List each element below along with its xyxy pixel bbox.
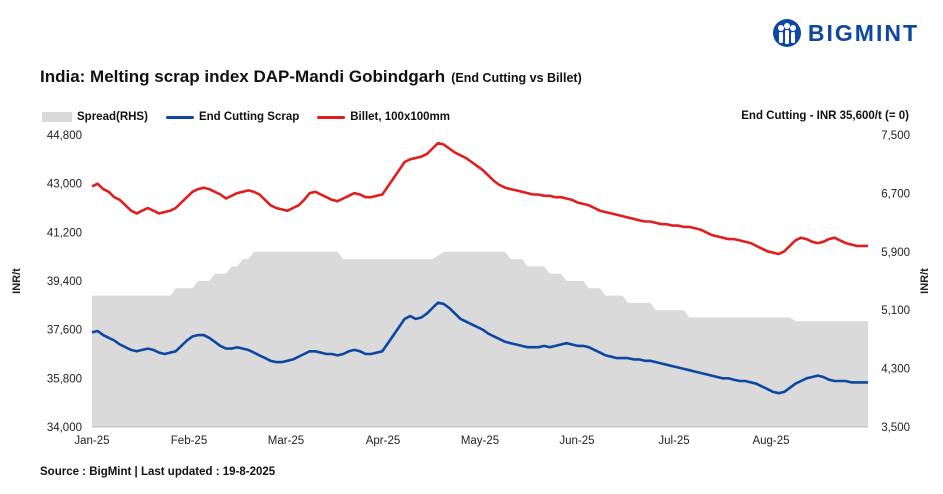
- legend-label-spread: Spread(RHS): [77, 111, 148, 123]
- y-left-tick-0: 34,000: [47, 422, 82, 434]
- x-tick-5: Jun-25: [559, 435, 594, 447]
- legend-swatch-scrap: [165, 115, 194, 119]
- scrap-line: [91, 301, 868, 395]
- legend-label-scrap: End Cutting Scrap: [198, 111, 300, 123]
- brand-name: BIGMINT: [807, 19, 919, 46]
- billet-line: [91, 141, 868, 256]
- brand-logo: BIGMINT: [772, 18, 919, 48]
- x-tick-4: May-25: [461, 435, 499, 447]
- y-right-tick-5: 7,500: [881, 130, 910, 142]
- legend-label-billet: Billet, 100x100mm: [350, 111, 450, 123]
- chart-title: India: Melting scrap index DAP-Mandi Gob…: [40, 67, 582, 87]
- legend-swatch-spread: [42, 112, 72, 122]
- y-right-tick-1: 4,300: [881, 364, 910, 376]
- y-right-tick-3: 5,900: [881, 247, 910, 259]
- x-tick-6: Jul-25: [658, 435, 689, 447]
- legend-item-scrap: End Cutting Scrap: [165, 111, 300, 123]
- x-tick-0: Jan-25: [74, 435, 109, 447]
- x-tick-7: Aug-25: [752, 435, 789, 447]
- x-tick-2: Mar-25: [268, 435, 304, 447]
- legend-swatch-billet: [317, 115, 346, 119]
- bigmint-logo-icon: [772, 19, 801, 47]
- y-right-tick-2: 5,100: [881, 305, 910, 317]
- x-tick-3: Apr-25: [366, 435, 401, 447]
- y-left-tick-3: 39,400: [47, 276, 82, 288]
- y-left-tick-1: 35,800: [47, 373, 82, 385]
- y-right-tick-0: 3,500: [881, 422, 910, 434]
- y-right-tick-4: 6,700: [881, 188, 910, 200]
- y-left-tick-4: 41,200: [47, 227, 82, 239]
- legend-item-billet: Billet, 100x100mm: [317, 111, 450, 123]
- end-cutting-note: End Cutting - INR 35,600/t (= 0): [741, 110, 909, 122]
- y-left-axis-label: INR/t: [11, 268, 23, 294]
- source-note: Source : BigMint | Last updated : 19-8-2…: [40, 466, 276, 478]
- chart-legend: Spread(RHS) End Cutting Scrap Billet, 10…: [42, 111, 468, 123]
- legend-item-spread: Spread(RHS): [42, 111, 148, 123]
- y-left-tick-2: 37,600: [47, 325, 82, 337]
- y-right-axis-label: INR/t: [919, 268, 931, 294]
- y-left-tick-6: 44,800: [47, 130, 82, 142]
- chart-title-main: India: Melting scrap index DAP-Mandi Gob…: [40, 67, 446, 86]
- spread-area: [92, 251, 868, 427]
- y-left-tick-5: 43,000: [47, 179, 82, 191]
- x-tick-1: Feb-25: [171, 435, 207, 447]
- chart-subtitle: (End Cutting vs Billet): [451, 71, 582, 85]
